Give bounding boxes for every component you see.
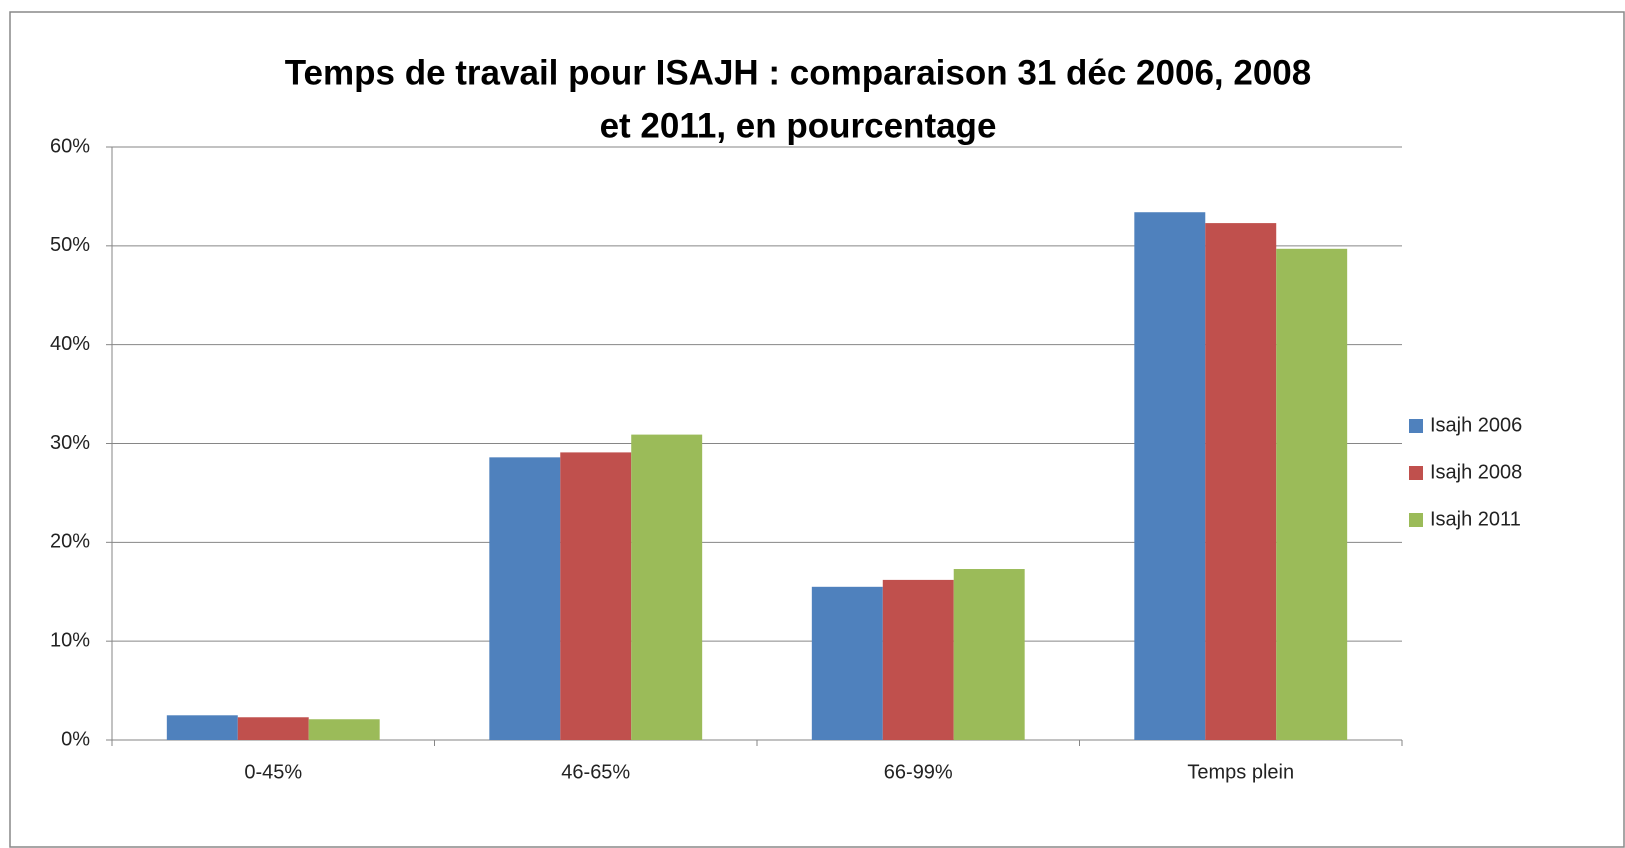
legend-label: Isajh 2008 xyxy=(1430,461,1522,483)
y-tick-label: 20% xyxy=(50,531,90,553)
bar xyxy=(631,434,703,740)
legend-swatch xyxy=(1409,513,1423,527)
bar xyxy=(1276,248,1348,740)
y-tick-label: 50% xyxy=(50,234,90,256)
bar xyxy=(1134,212,1206,741)
x-tick-label: 66-99% xyxy=(884,761,953,783)
bar xyxy=(237,717,309,740)
y-tick-label: 10% xyxy=(50,629,90,651)
bar xyxy=(811,586,883,740)
bar xyxy=(1205,223,1277,740)
y-tick-label: 60% xyxy=(50,135,90,157)
bar xyxy=(308,719,380,740)
y-tick-label: 30% xyxy=(50,432,90,454)
bar xyxy=(560,452,632,740)
legend-label: Isajh 2006 xyxy=(1430,414,1522,436)
legend-label: Isajh 2011 xyxy=(1430,508,1521,530)
x-tick-label: 0-45% xyxy=(244,761,302,783)
legend-swatch xyxy=(1409,466,1423,480)
x-tick-label: 46-65% xyxy=(561,761,630,783)
y-tick-label: 40% xyxy=(50,333,90,355)
legend-swatch xyxy=(1409,419,1423,433)
bar xyxy=(882,579,954,740)
x-tick-label: Temps plein xyxy=(1187,761,1294,783)
bar xyxy=(166,715,238,740)
chart-title: et 2011, en pourcentage xyxy=(600,106,997,145)
y-tick-label: 0% xyxy=(61,728,90,750)
bar xyxy=(489,457,561,740)
chart-title: Temps de travail pour ISAJH : comparaiso… xyxy=(285,53,1311,92)
bar xyxy=(953,569,1025,740)
